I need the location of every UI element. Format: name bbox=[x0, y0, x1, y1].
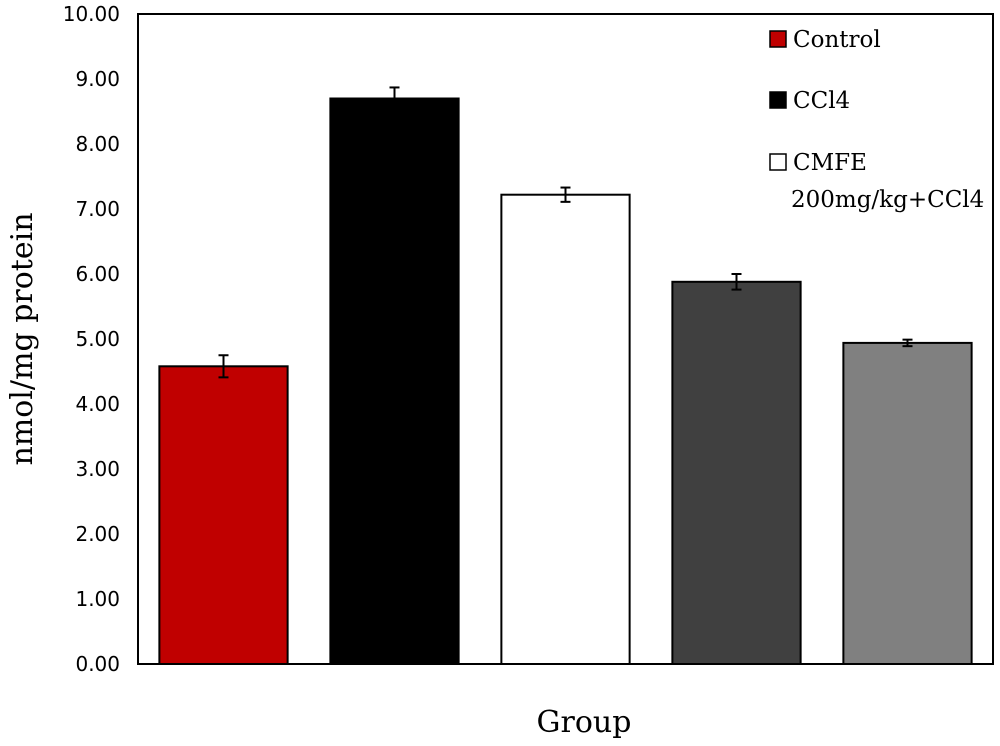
y-tick-label: 8.00 bbox=[75, 132, 120, 156]
y-tick-label: 4.00 bbox=[75, 392, 120, 416]
legend-label: 200mg/kg+CCl4 bbox=[791, 187, 984, 213]
bar bbox=[329, 97, 460, 665]
y-tick-label: 5.00 bbox=[75, 327, 120, 351]
bar bbox=[500, 193, 631, 665]
legend-swatch bbox=[769, 153, 787, 171]
y-tick-label: 9.00 bbox=[75, 67, 120, 91]
legend-swatch bbox=[769, 91, 787, 109]
y-tick-label: 2.00 bbox=[75, 522, 120, 546]
legend-label: CCl4 bbox=[793, 88, 850, 114]
y-tick-label: 10.00 bbox=[63, 2, 120, 26]
y-axis-title: nmol/mg protein bbox=[5, 212, 40, 465]
y-tick-label: 6.00 bbox=[75, 262, 120, 286]
bars-layer bbox=[158, 86, 973, 665]
y-tick-label: 7.00 bbox=[75, 197, 120, 221]
y-tick-label: 3.00 bbox=[75, 457, 120, 481]
legend-label: Control bbox=[793, 27, 881, 53]
x-axis-title: Group bbox=[537, 705, 632, 740]
legend: Control CCl4 CMFE 200mg/kg+CCl4 bbox=[769, 27, 984, 213]
bar bbox=[842, 341, 973, 665]
bar bbox=[158, 365, 289, 665]
y-axis-ticks: 0.00 1.00 2.00 3.00 4.00 5.00 6.00 7.00 8.00 9.00… bbox=[63, 2, 120, 676]
legend-label: CMFE bbox=[793, 150, 867, 176]
y-tick-label: 0.00 bbox=[75, 652, 120, 676]
bar bbox=[671, 280, 802, 665]
legend-swatch bbox=[769, 30, 787, 48]
y-tick-label: 1.00 bbox=[75, 587, 120, 611]
